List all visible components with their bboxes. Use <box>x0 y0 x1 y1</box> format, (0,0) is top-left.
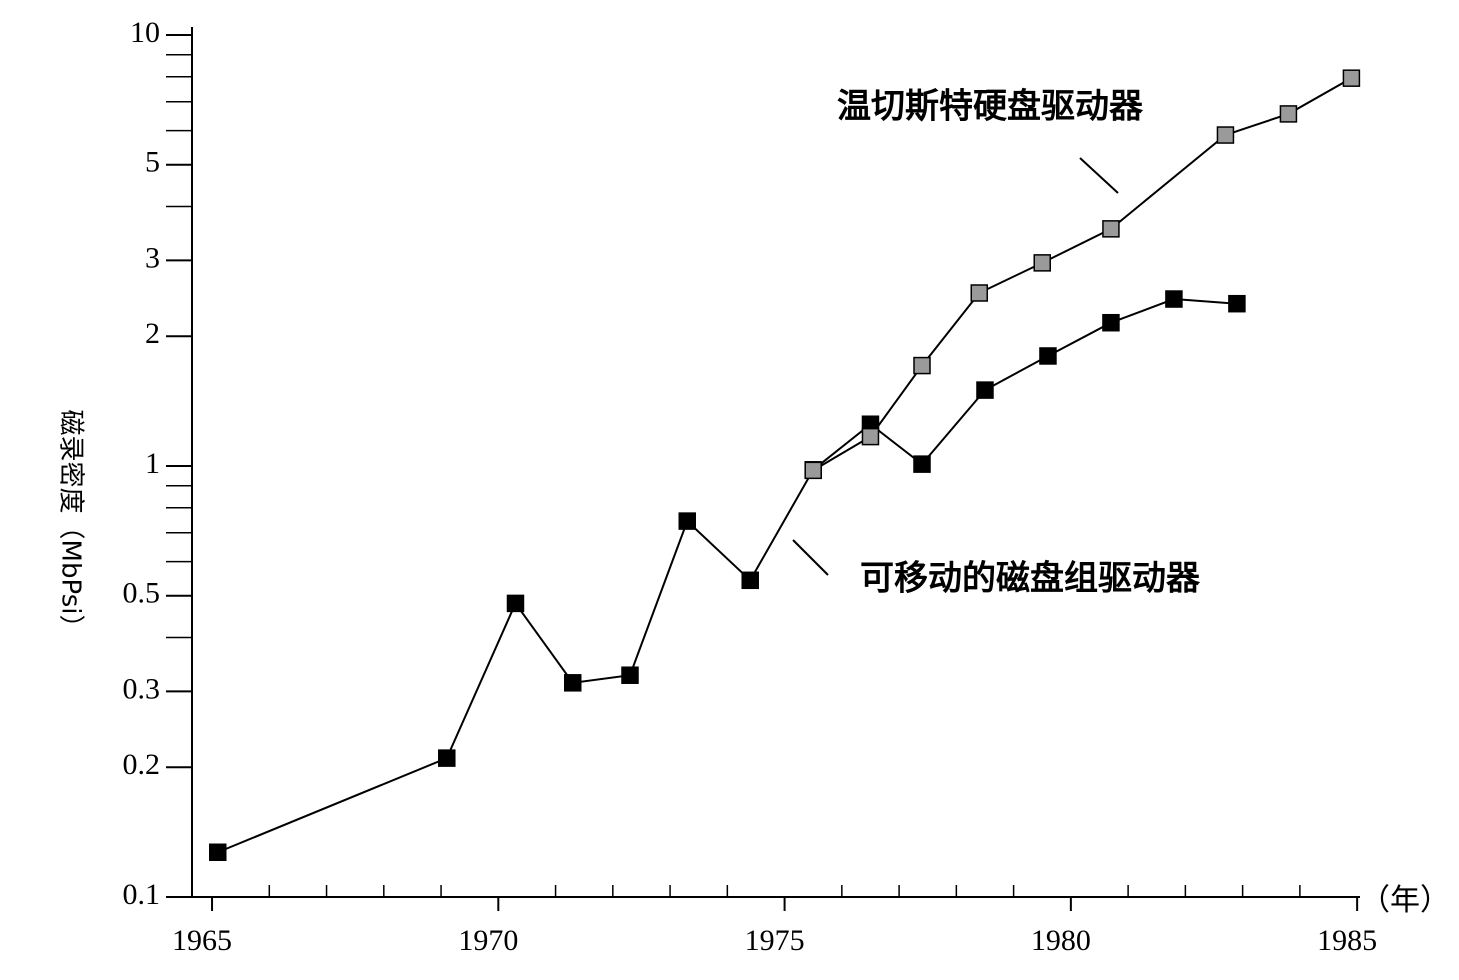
data-point <box>438 749 456 767</box>
data-point <box>678 512 697 530</box>
data-point <box>563 674 582 692</box>
series-annotation: 温切斯特硬盘驱动器 <box>837 87 1144 127</box>
x-tick-label: 1985 <box>1317 924 1377 957</box>
y-tick-label: 2 <box>145 317 160 350</box>
y-tick-label: 10 <box>130 16 160 49</box>
data-point <box>976 381 994 399</box>
data-point <box>913 455 931 473</box>
data-point <box>741 571 759 590</box>
data-point <box>1165 290 1183 308</box>
x-tick-label: 1980 <box>1031 924 1091 957</box>
data-point <box>1216 126 1235 144</box>
data-point <box>1039 347 1057 365</box>
data-point <box>209 843 227 862</box>
annotation-leader <box>792 539 829 576</box>
y-tick-label: 0.2 <box>123 748 161 781</box>
data-point <box>1033 254 1051 272</box>
y-tick-label: 3 <box>145 241 160 274</box>
data-point <box>1102 313 1120 332</box>
annotation-leader <box>1079 157 1119 194</box>
x-tick-label: 1975 <box>745 924 805 957</box>
data-point <box>861 427 880 446</box>
data-point <box>506 594 525 613</box>
data-point <box>1228 294 1246 313</box>
series-annotation: 可移动的磁盘组驱动器 <box>860 559 1201 599</box>
data-point <box>1342 69 1361 87</box>
x-tick-label: 1965 <box>172 924 232 957</box>
data-point <box>1102 220 1120 238</box>
y-tick-label: 0.5 <box>123 577 161 610</box>
series-line <box>812 77 1352 472</box>
y-tick-label: 1 <box>145 447 160 480</box>
data-point <box>970 284 989 302</box>
x-axis-unit: （年） <box>1360 884 1450 917</box>
data-point <box>1279 105 1298 123</box>
y-tick-label: 5 <box>145 146 160 179</box>
x-tick-label: 1970 <box>458 924 518 957</box>
y-axis-label: 磁录密度（MbPsi） <box>56 410 86 641</box>
y-tick-label: 0.3 <box>123 672 161 705</box>
y-tick-label: 0.1 <box>123 878 161 911</box>
data-point <box>913 356 931 375</box>
data-point <box>621 666 639 684</box>
data-point <box>804 461 822 480</box>
